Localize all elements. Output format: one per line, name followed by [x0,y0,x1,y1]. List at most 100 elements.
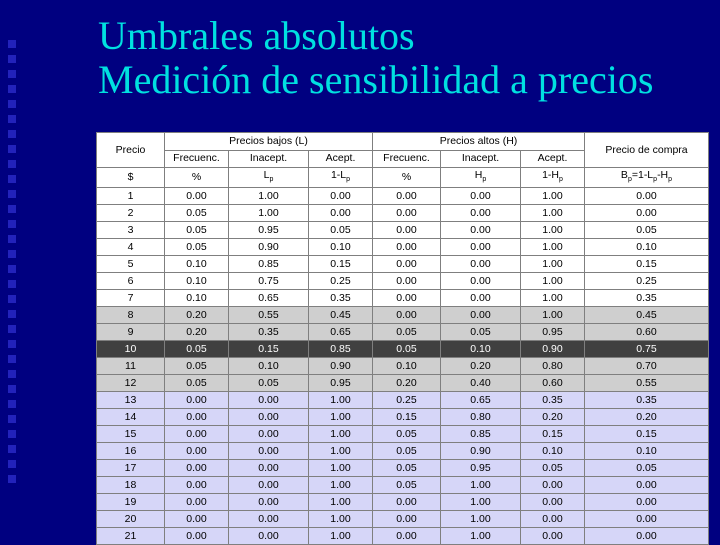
table-cell: 0.00 [228,510,309,529]
slide-title-line-2: Medición de sensibilidad a precios [98,57,654,102]
table-cell: 15 [96,425,165,444]
table-cell: 0.00 [372,306,441,325]
table-cell: 0.05 [164,374,229,393]
table-cell: 0.05 [308,221,373,240]
table-cell: 0.00 [164,493,229,512]
table-cell: 0.00 [440,187,521,206]
table-cell: 0.05 [520,459,585,478]
table-cell: 1.00 [308,527,373,545]
table-cell: 0.00 [228,527,309,545]
table-row: 9 0.20 0.35 0.65 0.05 0.05 0.95 0.60 [96,323,709,342]
table-cell: 0.00 [440,221,521,240]
table-cell: 0.00 [228,493,309,512]
table-cell: 0.10 [228,357,309,376]
table-cell: 0.20 [372,374,441,393]
header-group-high: Precios altos (H) [372,132,585,151]
table-cell: 0.20 [164,306,229,325]
table-row: 16 0.00 0.00 1.00 0.05 0.90 0.10 0.10 [96,442,709,461]
table-cell: 0.10 [440,340,521,359]
table-row: 19 0.00 0.00 1.00 0.00 1.00 0.00 0.00 [96,493,709,512]
table-cell: 1 [96,187,165,206]
table-cell: 0.35 [584,391,709,410]
table-cell: 0.00 [164,476,229,495]
table-cell: 0.10 [372,357,441,376]
table-cell: 0.00 [584,476,709,495]
table-cell: 0.05 [584,221,709,240]
table-cell: 0.10 [164,255,229,274]
header-low-acept: Acept. [308,149,373,168]
table-cell: 3 [96,221,165,240]
table-cell: 0.05 [164,221,229,240]
table-cell: 12 [96,374,165,393]
table-cell: 0.10 [584,238,709,257]
header-high-acept: Acept. [520,149,585,168]
table-cell: 1.00 [520,221,585,240]
table-cell: 0.00 [164,425,229,444]
table-cell: 1.00 [520,187,585,206]
header-group-low: Precios bajos (L) [164,132,373,151]
table-cell: 0.60 [584,323,709,342]
table-cell: 0.10 [584,442,709,461]
price-sensitivity-table: Precio Precios bajos (L) Precios altos (… [96,132,709,545]
table-cell: 0.00 [372,255,441,274]
table-cell: 0.10 [520,442,585,461]
table-cell: 0.00 [228,442,309,461]
table-cell: 1.00 [308,493,373,512]
table-cell: 0.20 [440,357,521,376]
table-cell: 0.00 [372,221,441,240]
table-cell: 0.15 [228,340,309,359]
table-cell: 0.10 [164,272,229,291]
table-cell: 0.00 [520,527,585,545]
table-cell: 0.00 [372,187,441,206]
header-high-freq: Frecuenc. [372,149,441,168]
table-cell: 0.15 [520,425,585,444]
header-low-inacept: Inacept. [228,149,309,168]
table-cell: 0.20 [164,323,229,342]
table-cell: 1.00 [308,459,373,478]
table-cell: 0.00 [164,527,229,545]
header-row-groups: Precio Precios bajos (L) Precios altos (… [96,132,709,168]
table-cell: 0.20 [520,408,585,427]
table-cell: 0.05 [164,238,229,257]
table-cell: 6 [96,272,165,291]
table-row: 17 0.00 0.00 1.00 0.05 0.95 0.05 0.05 [96,459,709,478]
table-cell: 1.00 [228,204,309,223]
table-cell: 0.00 [584,493,709,512]
table-cell: 9 [96,323,165,342]
table-cell: 0.00 [228,425,309,444]
table-cell: 0.00 [372,493,441,512]
table-row: 20 0.00 0.00 1.00 0.00 1.00 0.00 0.00 [96,510,709,529]
table-cell: 0.45 [308,306,373,325]
table-cell: 0.00 [440,238,521,257]
table-cell: 0.00 [440,272,521,291]
slide-title: Umbrales absolutos Medición de sensibili… [98,14,718,102]
table-cell: 0.00 [164,187,229,206]
table-cell: 19 [96,493,165,512]
table-cell: 0.00 [584,510,709,529]
table-row: 14 0.00 0.00 1.00 0.15 0.80 0.20 0.20 [96,408,709,427]
table-cell: 0.05 [372,323,441,342]
table-cell: 0.00 [440,289,521,308]
table-cell: 0.90 [440,442,521,461]
table-cell: 0.00 [308,187,373,206]
table-cell: 0.45 [584,306,709,325]
table-cell: 0.75 [228,272,309,291]
table-cell: 1.00 [440,476,521,495]
table-cell: 1.00 [520,238,585,257]
table-cell: 0.55 [584,374,709,393]
unit-high-inacept: Hp [440,166,521,189]
table-cell: 0.95 [228,221,309,240]
table-cell: 1.00 [440,510,521,529]
table-cell: 13 [96,391,165,410]
table-row: 6 0.10 0.75 0.25 0.00 0.00 1.00 0.25 [96,272,709,291]
table-cell: 0.25 [584,272,709,291]
table-cell: 0.25 [308,272,373,291]
table-cell: 0.05 [372,425,441,444]
table-cell: 0.00 [164,459,229,478]
table-row: 5 0.10 0.85 0.15 0.00 0.00 1.00 0.15 [96,255,709,274]
table-cell: 0.05 [584,459,709,478]
table-cell: 0.00 [584,527,709,545]
table-cell: 7 [96,289,165,308]
table-cell: 18 [96,476,165,495]
unit-price: $ [96,166,165,189]
